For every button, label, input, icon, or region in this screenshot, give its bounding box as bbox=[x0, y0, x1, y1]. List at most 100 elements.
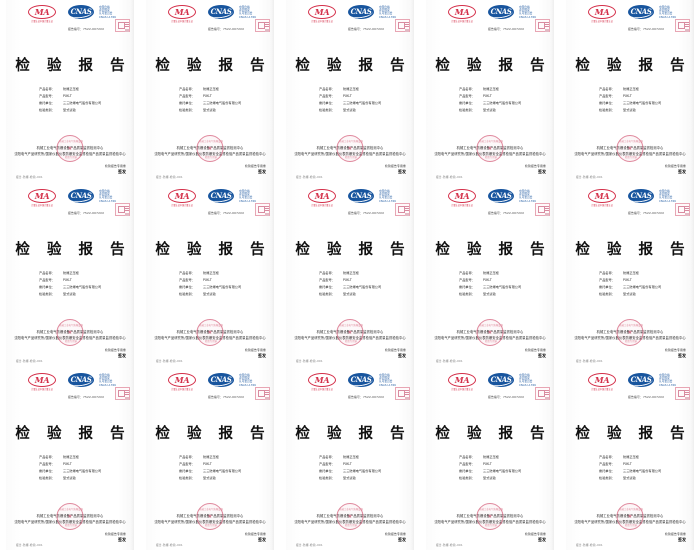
cnas-certification-logo-icon: CNAS bbox=[348, 189, 376, 209]
document-field-list: 产品名称： 防爆正压柜 产品型号： PXK-T 委托单位： 三三防爆电气股份有限… bbox=[459, 454, 554, 482]
ma-oval-shape bbox=[28, 373, 56, 387]
registration-mark-square bbox=[677, 21, 685, 29]
cnas-text-line-3: 认可委员会 bbox=[99, 196, 113, 200]
field-row: 产品型号： PXK-T bbox=[319, 93, 414, 100]
field-row: 产品型号： PXK-T bbox=[319, 277, 414, 284]
field-value: 防爆正压柜 bbox=[623, 455, 639, 459]
document-thumbnail[interactable]: MA 计量认证中国计量认证 CNAS 中国合格 评定国家 认可委员会 CNAS … bbox=[560, 368, 700, 550]
document-thumbnail[interactable]: MA 计量认证中国计量认证 CNAS 中国合格 评定国家 认可委员会 CNAS … bbox=[0, 184, 140, 368]
cnas-accreditation-text-block: 中国合格 评定国家 认可委员会 CNAS L1766 bbox=[519, 374, 543, 387]
document-signature-block: 检验报告专用章 签发 bbox=[105, 348, 126, 359]
field-label: 产品型号： bbox=[39, 462, 55, 466]
field-label: 检验类别： bbox=[39, 292, 55, 296]
seal-bottom-text: 检验专用章 bbox=[485, 339, 497, 343]
registration-mark-icon bbox=[535, 19, 550, 32]
document-page: MA 计量认证中国计量认证 CNAS 中国合格 评定国家 认可委员会 CNAS … bbox=[286, 0, 414, 184]
field-value: 三三防爆电气股份有限公司 bbox=[203, 285, 242, 289]
official-seal-stamp-icon: 机械工业电气防爆设备 ★ 检验专用章 bbox=[336, 135, 364, 162]
cnas-text-line-1: 中国合格 bbox=[379, 374, 390, 377]
seal-star-icon: ★ bbox=[627, 144, 633, 152]
document-signature-block: 检验报告专用章 签发 bbox=[245, 348, 266, 359]
field-label: 产品型号： bbox=[39, 278, 55, 282]
document-code: 报告-防爆-检验-001 bbox=[156, 544, 183, 547]
report-number: 报告编号：7522-0072XX bbox=[488, 211, 524, 215]
ma-logo-subtitle: 计量认证中国计量认证 bbox=[171, 204, 193, 207]
seal-bottom-text: 检验专用章 bbox=[65, 339, 77, 343]
document-thumbnail[interactable]: MA 计量认证中国计量认证 CNAS 中国合格 评定国家 认可委员会 CNAS … bbox=[280, 0, 420, 184]
document-signature-block: 检验报告专用章 签发 bbox=[665, 164, 686, 175]
certification-logo-row: MA 计量认证中国计量认证 CNAS 中国合格 评定国家 认可委员会 CNAS … bbox=[426, 4, 554, 32]
cnas-text-line-4: CNAS L1766 bbox=[99, 15, 117, 19]
cnas-text-line-2: 评定国家 bbox=[519, 193, 530, 197]
official-seal-stamp-icon: 机械工业电气防爆设备 ★ 检验专用章 bbox=[196, 503, 224, 530]
document-signature-block: 检验报告专用章 签发 bbox=[385, 348, 406, 359]
report-number-label: 报告编号： bbox=[68, 211, 83, 215]
field-row: 产品型号： PXK-T bbox=[599, 277, 694, 284]
document-thumbnail[interactable]: MA 计量认证中国计量认证 CNAS 中国合格 评定国家 认可委员会 CNAS … bbox=[420, 0, 560, 184]
field-row: 委托单位： 三三防爆电气股份有限公司 bbox=[319, 468, 414, 475]
cnas-text-line-1: 中国合格 bbox=[379, 190, 390, 193]
document-thumbnail[interactable]: MA 计量认证中国计量认证 CNAS 中国合格 评定国家 认可委员会 CNAS … bbox=[280, 184, 420, 368]
field-label: 产品名称： bbox=[599, 271, 615, 275]
field-row: 检验类别： 型式试验 bbox=[39, 107, 134, 114]
document-code: 报告-防爆-检验-001 bbox=[436, 544, 463, 547]
ma-certification-logo-icon: MA 计量认证中国计量认证 bbox=[28, 189, 58, 207]
field-row: 检验类别： 型式试验 bbox=[599, 291, 694, 298]
report-number-value: 7522-0072XX bbox=[363, 395, 385, 399]
field-value: 三三防爆电气股份有限公司 bbox=[483, 285, 522, 289]
cnas-accreditation-text-block: 中国合格 评定国家 认可委员会 CNAS L1766 bbox=[99, 190, 123, 203]
registration-mark-square bbox=[257, 205, 265, 213]
document-field-list: 产品名称： 防爆正压柜 产品型号： PXK-T 委托单位： 三三防爆电气股份有限… bbox=[179, 454, 274, 482]
seal-star-icon: ★ bbox=[67, 144, 73, 152]
document-thumbnail[interactable]: MA 计量认证中国计量认证 CNAS 中国合格 评定国家 认可委员会 CNAS … bbox=[140, 0, 280, 184]
cnas-text-line-4: CNAS L1766 bbox=[99, 383, 117, 387]
cnas-oval-shape bbox=[208, 5, 234, 19]
document-thumbnail[interactable]: MA 计量认证中国计量认证 CNAS 中国合格 评定国家 认可委员会 CNAS … bbox=[560, 184, 700, 368]
field-value: 防爆正压柜 bbox=[203, 455, 219, 459]
certification-logo-row: MA 计量认证中国计量认证 CNAS 中国合格 评定国家 认可委员会 CNAS … bbox=[566, 4, 694, 32]
ma-logo-text: MA bbox=[34, 6, 50, 17]
cnas-text-line-1: 中国合格 bbox=[659, 374, 670, 377]
document-thumbnail[interactable]: MA 计量认证中国计量认证 CNAS 中国合格 评定国家 认可委员会 CNAS … bbox=[280, 368, 420, 550]
document-signature-block: 检验报告专用章 签发 bbox=[665, 532, 686, 543]
document-signature-block: 检验报告专用章 签发 bbox=[245, 164, 266, 175]
report-number: 报告编号：7522-0072XX bbox=[68, 211, 104, 215]
document-thumbnail[interactable]: MA 计量认证中国计量认证 CNAS 中国合格 评定国家 认可委员会 CNAS … bbox=[420, 184, 560, 368]
cnas-text-line-2: 评定国家 bbox=[99, 193, 110, 197]
document-thumbnail[interactable]: MA 计量认证中国计量认证 CNAS 中国合格 评定国家 认可委员会 CNAS … bbox=[0, 368, 140, 550]
document-thumbnail[interactable]: MA 计量认证中国计量认证 CNAS 中国合格 评定国家 认可委员会 CNAS … bbox=[140, 184, 280, 368]
report-number: 报告编号：7522-0072XX bbox=[488, 27, 524, 31]
cnas-text-line-1: 中国合格 bbox=[239, 190, 250, 193]
field-value: 三三防爆电气股份有限公司 bbox=[343, 469, 382, 473]
cnas-text-line-1: 中国合格 bbox=[659, 6, 670, 9]
field-label: 检验类别： bbox=[39, 108, 55, 112]
field-row: 产品名称： 防爆正压柜 bbox=[319, 454, 414, 461]
seal-star-icon: ★ bbox=[347, 144, 353, 152]
cnas-text-line-4: CNAS L1766 bbox=[519, 15, 537, 19]
document-thumbnail[interactable]: MA 计量认证中国计量认证 CNAS 中国合格 评定国家 认可委员会 CNAS … bbox=[560, 0, 700, 184]
document-thumbnail[interactable]: MA 计量认证中国计量认证 CNAS 中国合格 评定国家 认可委员会 CNAS … bbox=[0, 0, 140, 184]
seal-top-text: 机械工业电气防爆设备 bbox=[199, 324, 223, 327]
document-code: 报告-防爆-检验-001 bbox=[156, 360, 183, 363]
ma-logo-text: MA bbox=[314, 374, 330, 385]
seal-star-icon: ★ bbox=[487, 512, 493, 520]
report-number-label: 报告编号： bbox=[348, 27, 363, 31]
document-thumbnail[interactable]: MA 计量认证中国计量认证 CNAS 中国合格 评定国家 认可委员会 CNAS … bbox=[140, 368, 280, 550]
signature-label: 检验报告专用章 bbox=[245, 164, 266, 168]
document-code: 报告-防爆-检验-001 bbox=[576, 176, 603, 179]
seal-top-text: 机械工业电气防爆设备 bbox=[339, 324, 363, 327]
field-row: 产品型号： PXK-T bbox=[459, 93, 554, 100]
report-number-value: 7522-0072XX bbox=[83, 211, 105, 215]
field-value: PXK-T bbox=[203, 278, 212, 282]
cnas-logo-text: CNAS bbox=[490, 375, 512, 384]
field-value: 三三防爆电气股份有限公司 bbox=[623, 469, 662, 473]
document-thumbnail[interactable]: MA 计量认证中国计量认证 CNAS 中国合格 评定国家 认可委员会 CNAS … bbox=[420, 368, 560, 550]
field-row: 产品型号： PXK-T bbox=[319, 461, 414, 468]
field-value: PXK-T bbox=[203, 94, 212, 98]
field-value: 防爆正压柜 bbox=[63, 455, 79, 459]
seal-star-icon: ★ bbox=[487, 328, 493, 336]
cnas-text-line-3: 认可委员会 bbox=[379, 380, 393, 384]
registration-mark-icon bbox=[395, 203, 410, 216]
field-row: 检验类别： 型式试验 bbox=[39, 291, 134, 298]
cnas-certification-logo-icon: CNAS bbox=[628, 373, 656, 393]
